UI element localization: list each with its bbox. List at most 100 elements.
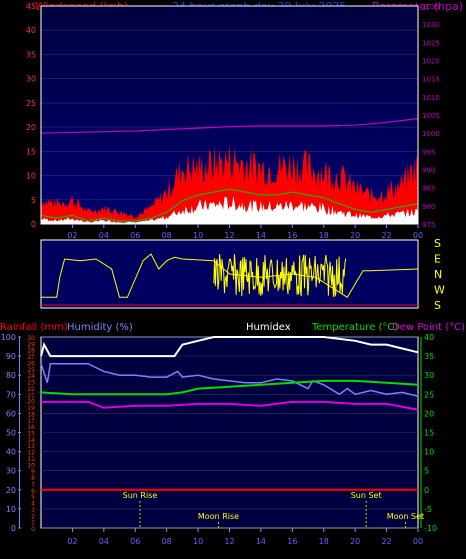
x-tick-label: 10 (193, 231, 203, 240)
rain-tick-label: 5 (31, 494, 35, 501)
x-tick-label: 18 (319, 231, 329, 240)
direction-variable-line (213, 254, 347, 297)
baro-tick-label: 980 (422, 203, 435, 211)
x-tick-label: 08 (162, 231, 172, 240)
temp-tick-label: 25 (424, 390, 434, 399)
x-tick-label: 16 (287, 231, 297, 240)
rain-tick-label: 12 (27, 450, 35, 457)
x-tick-label-lower: 08 (162, 537, 172, 546)
direction-label: E (434, 253, 441, 266)
rain-tick-label: 30 (27, 335, 35, 342)
wind-tick-label: 5 (31, 196, 36, 205)
x-tick-label-lower: 06 (130, 537, 140, 546)
humidity-tick-label: 80 (6, 371, 16, 380)
rain-tick-label: 25 (27, 367, 35, 374)
x-tick-label-lower: 16 (287, 537, 297, 546)
rainfall-label: Rainfall (mm) (0, 322, 68, 333)
humidity-tick-label: 90 (6, 352, 16, 361)
rain-tick-label: 19 (27, 405, 35, 412)
x-tick-label-lower: 10 (193, 537, 203, 546)
wind-area (41, 196, 418, 224)
wind-tick-label: 45 (26, 2, 36, 11)
x-tick-label: 22 (381, 231, 391, 240)
wind-tick-label: 40 (26, 26, 36, 35)
x-tick-label: 06 (130, 231, 140, 240)
temp-tick-label: -10 (424, 524, 437, 533)
rain-tick-label: 20 (27, 399, 35, 406)
baro-tick-label: 990 (422, 167, 435, 175)
humidity-line (40, 362, 419, 397)
gust-area (41, 143, 418, 224)
humidity-tick-label: 100 (1, 333, 16, 342)
rain-tick-label: 9 (31, 469, 35, 476)
x-tick-label-lower: 00 (413, 537, 423, 546)
wind-tick-label: 35 (26, 50, 36, 59)
temp-tick-label: 15 (424, 429, 434, 438)
temp-tick-label: 0 (424, 486, 429, 495)
temp-tick-label: 30 (424, 371, 434, 380)
wind-tick-label: 10 (26, 172, 36, 181)
baro-tick-label: 1035 (422, 3, 440, 11)
rain-tick-label: 7 (31, 481, 35, 488)
baro-tick-label: 985 (422, 185, 435, 193)
baro-tick-label: 995 (422, 148, 435, 156)
wind-avg-line (40, 188, 419, 222)
wind-tick-label: 0 (31, 220, 36, 229)
temperature-label: Temperature (°C) (311, 322, 398, 333)
baro-tick-label: 1010 (422, 94, 440, 102)
rain-tick-label: 26 (27, 360, 35, 367)
x-tick-label: 20 (350, 231, 360, 240)
temp-tick-label: 5 (424, 467, 429, 476)
rain-tick-label: 23 (27, 380, 35, 387)
humidity-tick-label: 40 (6, 448, 16, 457)
wind-tick-label: 20 (26, 123, 36, 132)
rain-tick-label: 2 (31, 513, 35, 520)
rain-tick-label: 28 (27, 348, 35, 355)
rain-tick-label: 11 (27, 456, 35, 463)
event-label: Moon Rise (198, 512, 239, 521)
baro-tick-label: 1015 (422, 76, 440, 84)
rain-tick-label: 14 (27, 437, 35, 444)
temp-tick-label: -5 (424, 505, 432, 514)
humidity-label: Humidity (%) (67, 322, 133, 333)
event-label: Sun Rise (123, 491, 158, 500)
dewpoint-label: Dew Point (°C) (392, 322, 465, 333)
wind-tick-label: 15 (26, 147, 36, 156)
humidity-tick-label: 0 (11, 524, 16, 533)
rain-tick-label: 16 (27, 424, 35, 431)
temperature-line (40, 379, 419, 396)
temp-tick-label: 35 (424, 352, 434, 361)
humidity-tick-label: 30 (6, 467, 16, 476)
x-tick-label: 14 (256, 231, 266, 240)
baro-tick-label: 1025 (422, 39, 440, 47)
direction-line (41, 253, 419, 298)
x-tick-label-lower: 22 (381, 537, 391, 546)
x-tick-label-lower: 04 (99, 537, 109, 546)
rain-tick-label: 6 (31, 488, 35, 495)
event-label: Sun Set (351, 491, 382, 500)
x-tick-label-lower: 20 (350, 537, 360, 546)
rain-tick-label: 3 (31, 507, 35, 514)
rain-tick-label: 8 (31, 475, 35, 482)
rain-tick-label: 29 (27, 341, 35, 348)
rain-tick-label: 13 (27, 443, 35, 450)
humidex-label: Humidex (246, 322, 291, 333)
baro-tick-label: 1020 (422, 58, 440, 66)
direction-label: W (434, 284, 445, 297)
x-tick-label: 12 (224, 231, 234, 240)
rain-tick-label: 4 (31, 501, 35, 508)
humidity-tick-label: 60 (6, 409, 16, 418)
dewpoint-line (41, 400, 419, 411)
baro-tick-label: 975 (422, 221, 435, 229)
baro-tick-label: 1005 (422, 112, 440, 120)
rain-tick-label: 10 (27, 462, 35, 469)
event-label: Moon Set (387, 512, 424, 521)
rain-tick-label: 22 (27, 386, 35, 393)
temp-tick-label: 40 (424, 333, 434, 342)
rain-tick-label: 27 (27, 354, 35, 361)
direction-label: S (434, 237, 441, 250)
wind-tick-label: 30 (26, 75, 36, 84)
barometer-line (40, 118, 419, 134)
humidity-tick-label: 50 (6, 429, 16, 438)
